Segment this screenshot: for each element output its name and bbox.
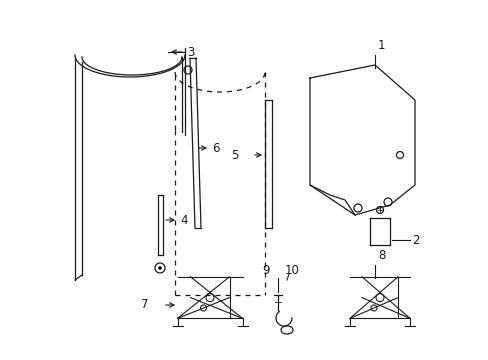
Text: 8: 8: [377, 249, 385, 262]
Circle shape: [158, 266, 161, 270]
Text: 6: 6: [212, 141, 219, 154]
Text: 1: 1: [377, 39, 385, 52]
Text: 2: 2: [411, 234, 419, 247]
Text: 4: 4: [180, 213, 187, 226]
Text: 9: 9: [262, 264, 269, 276]
Ellipse shape: [281, 326, 292, 334]
Text: 3: 3: [186, 45, 194, 59]
Text: 7: 7: [140, 298, 148, 311]
Text: 10: 10: [285, 264, 299, 276]
Text: 5: 5: [230, 149, 238, 162]
